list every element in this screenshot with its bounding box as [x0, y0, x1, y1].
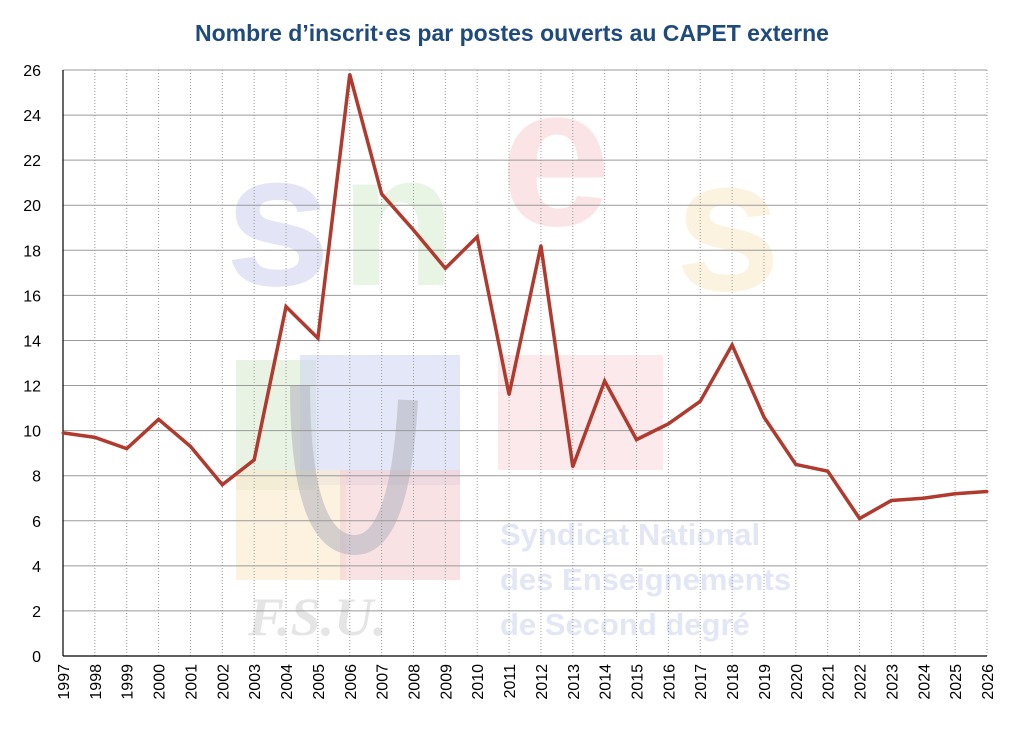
watermark-line-1: Syndicat National	[500, 517, 760, 552]
y-tick-label: 2	[32, 604, 41, 621]
series-line	[62, 74, 988, 521]
x-tick-label: 2009	[438, 664, 455, 700]
y-tick-label: 26	[23, 63, 41, 80]
x-tick-label: 2014	[598, 664, 615, 700]
x-tick-label: 2022	[853, 664, 870, 700]
y-tick-label: 18	[23, 243, 41, 260]
data-point	[794, 462, 798, 466]
watermark-line-2: des Enseignements	[500, 562, 791, 597]
y-tick-label: 24	[23, 108, 41, 125]
data-point	[953, 492, 957, 496]
snes-fsu-logo-watermark: s n e s Syndicat National des Enseigneme…	[225, 45, 791, 647]
x-tick-label: 2008	[406, 664, 423, 700]
y-tick-label: 6	[32, 514, 41, 531]
x-tick-label: 2019	[757, 664, 774, 700]
data-point	[889, 498, 893, 502]
data-point	[316, 336, 320, 340]
data-point	[858, 517, 862, 521]
data-point	[635, 438, 639, 442]
data-point	[188, 444, 192, 448]
x-tick-label: 2007	[375, 664, 392, 700]
x-tick-label: 2012	[534, 664, 551, 700]
logo-colored-blocks	[236, 355, 663, 580]
data-point	[539, 244, 543, 248]
data-point	[284, 305, 288, 309]
chart-title: Nombre d’inscrit·es par postes ouverts a…	[195, 20, 829, 46]
axes	[62, 70, 987, 657]
data-point	[666, 422, 670, 426]
data-point	[571, 465, 575, 469]
x-tick-label: 2004	[279, 664, 296, 700]
x-tick-label: 2021	[821, 664, 838, 700]
data-point	[252, 458, 256, 462]
y-tick-label: 16	[23, 288, 41, 305]
x-tick-label: 2017	[693, 664, 710, 700]
data-point	[762, 415, 766, 419]
data-point	[475, 235, 479, 239]
y-tick-label: 14	[23, 333, 41, 350]
x-tick-label: 1999	[120, 664, 137, 700]
data-point	[348, 73, 352, 77]
x-axis-ticks: 1997 1998 1999 2000 2001 2002 2003 2004 2005 2006…	[56, 664, 997, 700]
y-tick-label: 0	[32, 649, 41, 666]
data-point	[443, 266, 447, 270]
logo-letter-s2: s	[675, 119, 781, 331]
x-tick-label: 2003	[247, 664, 264, 700]
x-tick-label: 2005	[311, 664, 328, 700]
y-tick-label: 22	[23, 153, 41, 170]
data-point	[507, 393, 511, 397]
data-point	[61, 431, 65, 435]
y-tick-label: 4	[32, 559, 41, 576]
data-point	[125, 447, 129, 451]
logo-letter-s1: s	[225, 114, 331, 326]
data-point	[826, 469, 830, 473]
x-tick-label: 2020	[789, 664, 806, 700]
data-point	[698, 399, 702, 403]
y-tick-label: 20	[23, 198, 41, 215]
x-tick-label: 2023	[884, 664, 901, 700]
x-tick-label: 2015	[630, 664, 647, 700]
x-tick-label: 2025	[948, 664, 965, 700]
x-tick-label: 2013	[566, 664, 583, 700]
x-tick-label: 2026	[980, 664, 997, 700]
logo-letter-n: n	[340, 114, 456, 326]
x-tick-label: 2018	[725, 664, 742, 700]
x-tick-label: 1997	[56, 664, 73, 700]
logo-letter-e: e	[500, 45, 611, 268]
data-point	[380, 192, 384, 196]
series-group	[61, 73, 989, 521]
data-point	[411, 228, 415, 232]
x-tick-label: 2006	[343, 664, 360, 700]
x-tick-label: 2011	[502, 664, 519, 699]
x-tick-label: 2016	[661, 664, 678, 700]
x-tick-label: 2001	[183, 664, 200, 700]
data-point	[985, 489, 989, 493]
data-point	[157, 417, 161, 421]
x-tick-label: 2002	[215, 664, 232, 700]
watermark-line-3: de Second degré	[500, 607, 750, 642]
data-point	[93, 435, 97, 439]
y-tick-label: 12	[23, 379, 41, 396]
x-tick-label: 1998	[88, 664, 105, 700]
x-tick-label: 2024	[916, 664, 933, 700]
data-point	[603, 379, 607, 383]
x-tick-label: 2000	[152, 664, 169, 700]
data-point	[730, 343, 734, 347]
y-tick-label: 10	[23, 424, 41, 441]
data-point	[220, 483, 224, 487]
watermark-fsu: F.S.U.	[247, 587, 387, 647]
data-point	[921, 496, 925, 500]
y-tick-label: 8	[32, 469, 41, 486]
x-tick-label: 2010	[470, 664, 487, 700]
